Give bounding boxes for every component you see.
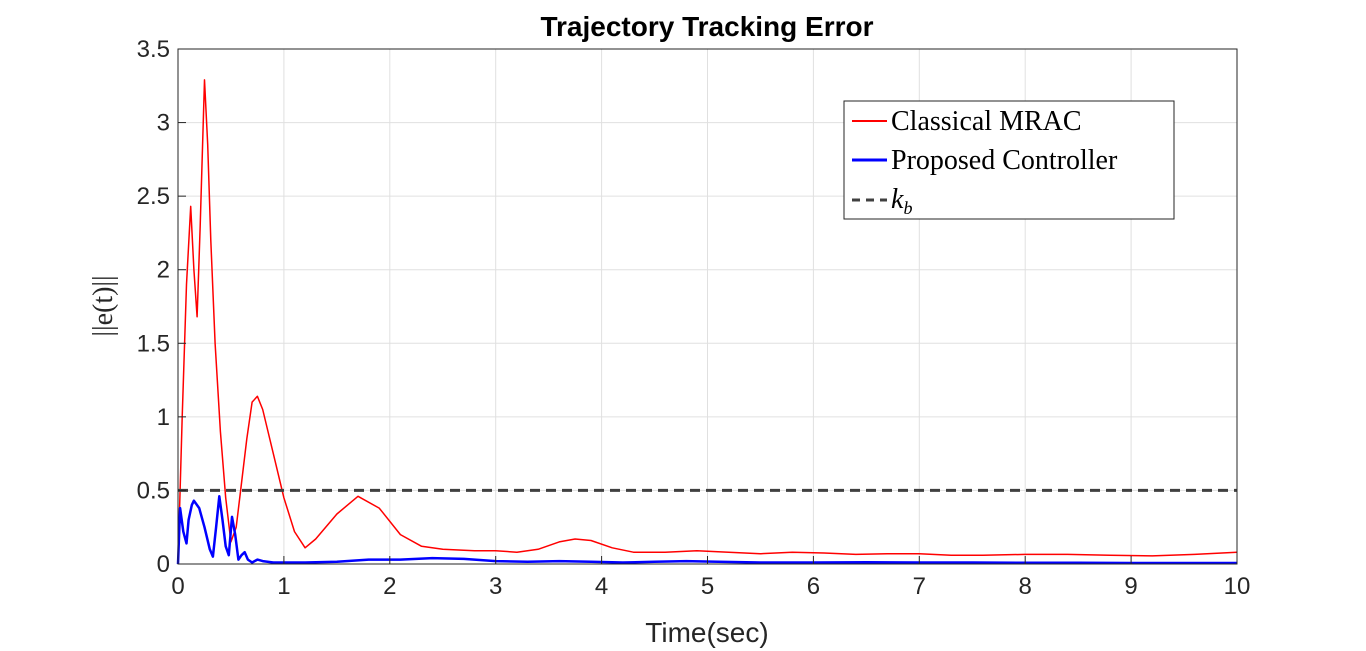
x-tick-label: 5 [701, 573, 714, 600]
y-tick-label: 2 [157, 257, 170, 284]
legend-label-kb-sub: b [903, 198, 912, 218]
x-axis-label: Time(sec) [645, 617, 768, 648]
x-tick-label: 9 [1124, 573, 1137, 600]
x-tick-label: 1 [277, 573, 290, 600]
y-tick-label: 1 [157, 404, 170, 431]
y-tick-label: 0 [157, 551, 170, 578]
x-tick-label: 7 [913, 573, 926, 600]
x-tick-label: 0 [171, 573, 184, 600]
chart-title: Trajectory Tracking Error [540, 11, 873, 42]
x-tick-label: 2 [383, 573, 396, 600]
x-tick-label: 10 [1224, 573, 1251, 600]
y-axis-label: ||e(t)|| [88, 275, 119, 336]
x-tick-label: 8 [1019, 573, 1032, 600]
legend: Classical MRAC Proposed Controller kb [844, 101, 1174, 219]
y-tick-label: 1.5 [137, 330, 170, 357]
y-tick-label: 3 [157, 110, 170, 137]
y-tick-label: 2.5 [137, 183, 170, 210]
y-ticks: 0 0.5 1 1.5 2 2.5 3 3.5 [137, 36, 186, 578]
y-tick-label: 0.5 [137, 477, 170, 504]
y-tick-label: 3.5 [137, 36, 170, 63]
x-tick-label: 3 [489, 573, 502, 600]
x-tick-label: 4 [595, 573, 608, 600]
x-tick-label: 6 [807, 573, 820, 600]
legend-label-classical-mrac: Classical MRAC [891, 106, 1082, 137]
legend-label-kb-main: k [891, 184, 904, 215]
legend-label-proposed-controller: Proposed Controller [891, 145, 1118, 176]
